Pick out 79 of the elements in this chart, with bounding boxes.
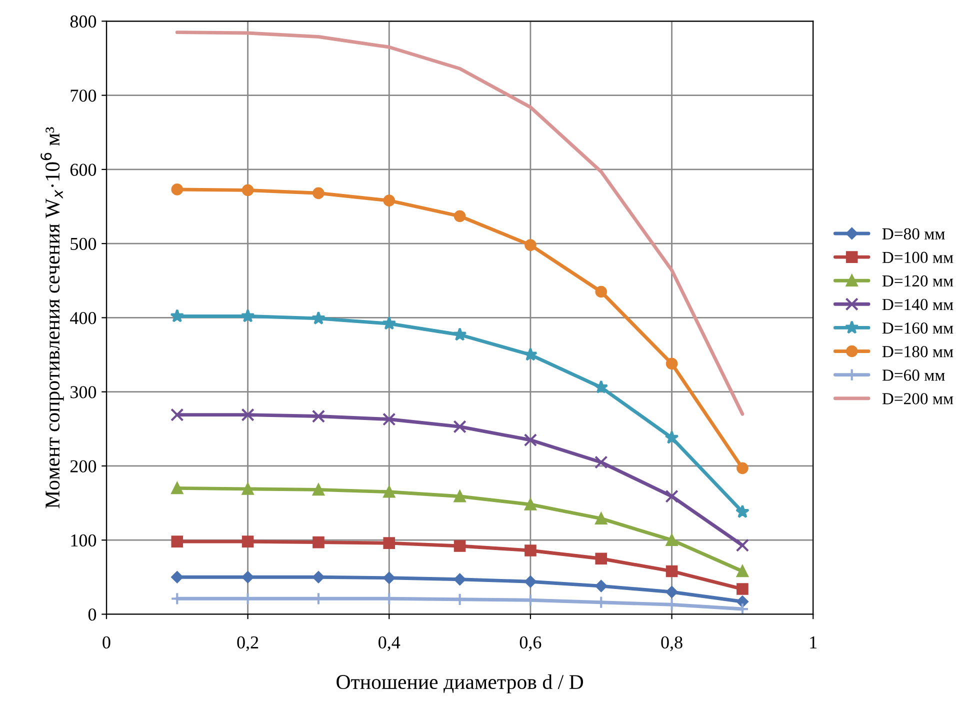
point — [524, 433, 538, 447]
x-tick-label: 0,2 — [237, 636, 258, 652]
y-tick-label: 600 — [70, 164, 96, 176]
point — [666, 565, 678, 578]
legend-label: D=120 мм — [882, 275, 954, 287]
x-tick-label: 0 — [102, 636, 110, 649]
y-tick-label: 700 — [70, 90, 96, 102]
point — [312, 410, 326, 423]
point — [311, 311, 326, 325]
x-tick-label: 0,6 — [520, 636, 542, 652]
point — [242, 184, 254, 196]
point — [453, 420, 466, 434]
point — [454, 490, 466, 502]
point — [454, 540, 466, 552]
point — [736, 596, 748, 608]
point — [242, 483, 254, 495]
point — [242, 571, 254, 584]
point — [383, 572, 396, 584]
point — [664, 430, 679, 444]
point — [595, 580, 608, 592]
point — [595, 286, 608, 298]
point — [595, 512, 608, 524]
legend-label: D=100 мм — [882, 252, 954, 264]
x-tick-label: 0,8 — [661, 636, 682, 652]
line-series — [175, 30, 744, 416]
legend-label: D=160 мм — [882, 322, 954, 334]
point — [454, 573, 466, 586]
point — [666, 586, 678, 598]
legend-label: D=200 мм — [882, 393, 954, 404]
y-tick-label: 500 — [70, 238, 96, 250]
x-tick-label: 1 — [810, 636, 817, 648]
point — [524, 576, 536, 588]
legend-label: D=180 мм — [882, 346, 954, 358]
point — [736, 462, 748, 474]
point — [171, 536, 184, 548]
point — [452, 327, 467, 341]
point — [383, 486, 396, 498]
point — [383, 194, 396, 206]
point — [666, 534, 678, 546]
point — [312, 187, 324, 200]
x-axis-title: Отношение диаметров d / D — [336, 674, 584, 694]
y-tick-label: 400 — [70, 312, 96, 324]
y-axis-title: Момент сопротивления сечения W$_{x}$·10$^{6}$ м³ — [40, 127, 64, 508]
y-tick-label: 800 — [70, 15, 96, 28]
legend-label: D=60 мм — [882, 370, 945, 381]
point — [665, 490, 678, 503]
y-tick-label: 100 — [71, 534, 96, 547]
point — [524, 498, 536, 510]
y-tick-label: 200 — [70, 460, 96, 472]
point — [240, 308, 255, 322]
point — [171, 482, 184, 494]
point — [312, 571, 324, 584]
point — [171, 571, 184, 584]
point — [524, 544, 536, 556]
point — [383, 537, 396, 549]
point — [170, 408, 184, 422]
point — [736, 565, 748, 578]
y-tick-label: 0 — [88, 608, 96, 621]
legend-label: D=80 мм — [882, 228, 945, 240]
point — [736, 538, 750, 552]
point — [170, 308, 184, 322]
point — [454, 210, 466, 222]
point — [241, 408, 254, 422]
point — [242, 536, 254, 548]
point — [312, 484, 324, 496]
point — [312, 536, 324, 548]
point — [666, 358, 678, 370]
point — [735, 504, 750, 518]
point — [594, 456, 608, 469]
point — [736, 583, 748, 595]
point — [595, 552, 608, 565]
point — [171, 184, 184, 196]
y-tick-label: 300 — [70, 386, 96, 398]
x-tick-label: 0,4 — [378, 636, 400, 652]
point — [382, 316, 396, 330]
point — [524, 239, 536, 251]
point — [594, 380, 608, 394]
point — [382, 412, 396, 426]
legend-label: D=140 мм — [882, 298, 954, 310]
